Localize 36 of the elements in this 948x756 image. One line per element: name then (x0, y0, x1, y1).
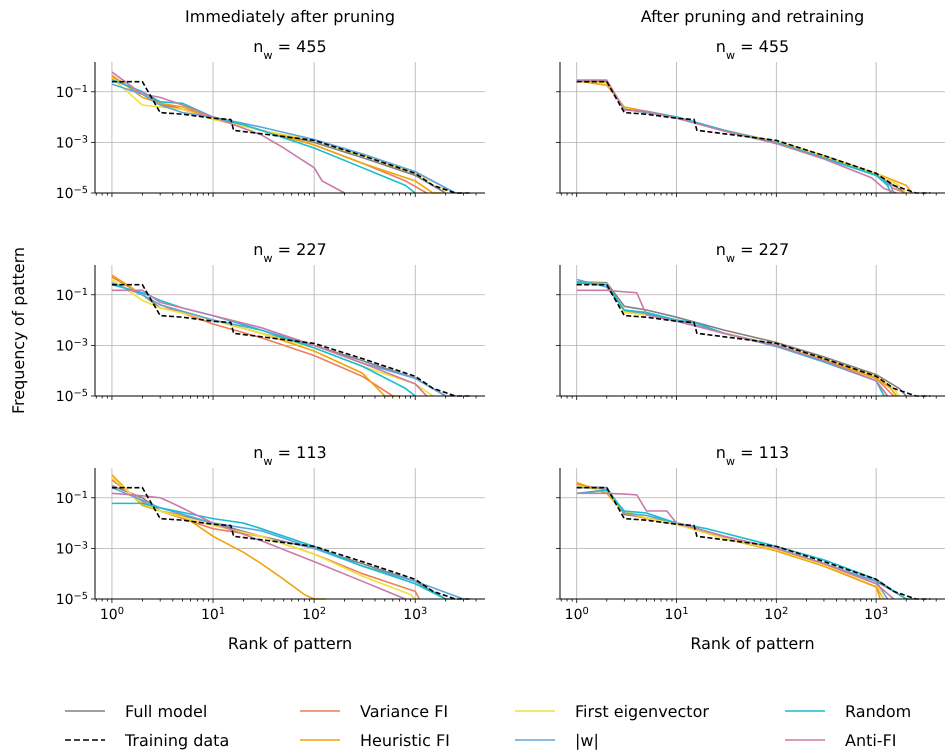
chart-title: n$_{w}$ = 113 (253, 443, 327, 468)
y-tick-label: 10$^{−5}$ (56, 590, 88, 608)
y-tick-label: 10$^{−1}$ (56, 83, 88, 101)
legend-label: Anti-FI (845, 731, 896, 750)
legend-label: Training data (124, 731, 230, 750)
y-tick-label: 10$^{−1}$ (56, 286, 88, 304)
chart-subtitle: n$_{w}$ = 455 (253, 37, 327, 62)
x-tick-label: 10$^{0}$ (100, 606, 124, 623)
chart-subtitle: n$_{w}$ = 455 (716, 37, 790, 62)
x-tick-label: 10$^{3}$ (403, 606, 428, 623)
x-tick-label: 10$^{3}$ (864, 606, 888, 623)
x-axis-title: Rank of pattern (690, 634, 815, 653)
y-axis-title: Frequency of pattern (9, 246, 28, 414)
x-tick-label: 10$^{0}$ (564, 606, 589, 623)
chart-title: Immediately after pruning (185, 7, 395, 26)
chart-title: n$_{w}$ = 113 (716, 443, 790, 468)
y-tick-label: 10$^{−5}$ (56, 184, 88, 202)
legend-label: |w| (575, 731, 599, 750)
y-tick-label: 10$^{−1}$ (56, 489, 88, 507)
chart-title: n$_{w}$ = 227 (716, 240, 790, 264)
chart-title: After pruning and retraining (640, 7, 864, 26)
y-tick-label: 10$^{−3}$ (56, 540, 88, 558)
y-tick-label: 10$^{−3}$ (56, 134, 88, 152)
legend-label: First eigenvector (575, 702, 710, 721)
chart-title: n$_{w}$ = 227 (253, 240, 327, 264)
y-tick-label: 10$^{−3}$ (56, 336, 88, 354)
x-tick-label: 10$^{1}$ (201, 606, 226, 623)
legend-label: Random (845, 702, 912, 721)
legend-label: Variance FI (360, 702, 448, 721)
x-axis-title: Rank of pattern (228, 634, 352, 653)
legend-label: Full model (125, 702, 208, 721)
y-tick-label: 10$^{−5}$ (56, 388, 88, 405)
x-tick-label: 10$^{1}$ (664, 606, 689, 623)
legend-label: Heuristic FI (360, 731, 450, 750)
x-tick-label: 10$^{2}$ (764, 606, 788, 623)
x-tick-label: 10$^{2}$ (302, 606, 326, 623)
